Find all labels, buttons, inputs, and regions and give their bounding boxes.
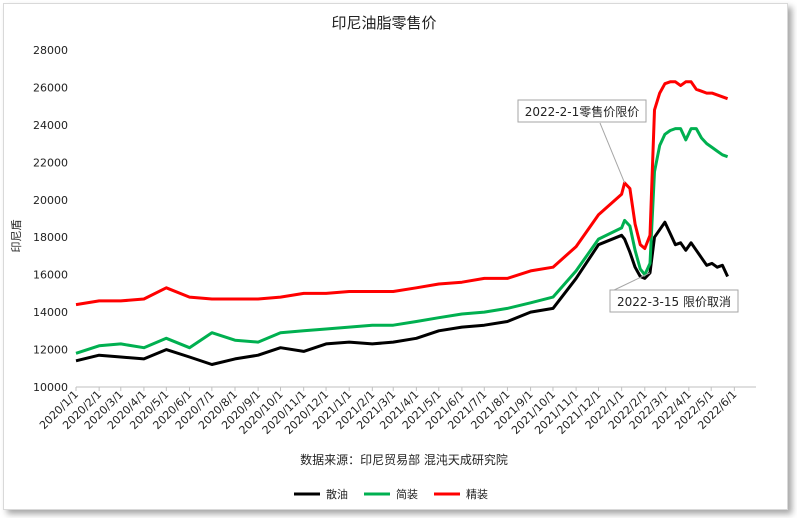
annotation-leader-line (609, 272, 651, 293)
data-source-note: 数据来源：印尼贸易部 混沌天成研究院 (300, 452, 508, 467)
y-tick-label: 10000 (33, 381, 68, 394)
annotation-text: 2022-2-1零售价限价 (525, 104, 639, 119)
annotation-text: 2022-3-15 限价取消 (617, 295, 731, 309)
legend-label: 简装 (396, 487, 418, 501)
annotation-box (609, 289, 739, 313)
y-axis-ticks: 10000 12000 14000 16000 18000 20000 22000 24000… (33, 44, 68, 394)
legend-label: 精装 (466, 488, 488, 501)
y-tick-label: 28000 (33, 44, 68, 57)
y-tick-label: 12000 (33, 344, 68, 357)
x-axis-ticks: 2020/1/12020/2/12020/3/12020/4/12020/5/1… (37, 387, 739, 437)
line-chart: 印尼油脂零售价 10000 12000 14000 16000 18000 20000 22… (10, 14, 756, 501)
y-tick-label: 24000 (33, 119, 68, 132)
y-tick-label: 20000 (33, 194, 68, 207)
y-tick-label: 26000 (33, 81, 68, 94)
annotations-layer: 2022-2-1零售价限价 2022-3-15 限价取消 (517, 99, 739, 313)
y-tick-label: 16000 (33, 269, 68, 282)
annotation-leader-line (599, 122, 626, 184)
chart-title: 印尼油脂零售价 (331, 14, 436, 32)
chart-frame: 印尼油脂零售价 10000 12000 14000 16000 18000 20000 22… (3, 3, 788, 510)
y-tick-label: 18000 (33, 231, 68, 244)
annotation-box (517, 99, 647, 123)
y-tick-label: 22000 (33, 156, 68, 169)
series-line-1 (75, 127, 729, 355)
y-tick-label: 14000 (33, 306, 68, 319)
legend: 散油 简装 精装 (294, 487, 488, 501)
series-layer (75, 80, 729, 366)
series-line-2 (75, 80, 729, 307)
legend-label: 散油 (326, 487, 348, 501)
series-line-0 (75, 220, 729, 366)
y-axis-label: 印尼盾 (10, 220, 23, 253)
